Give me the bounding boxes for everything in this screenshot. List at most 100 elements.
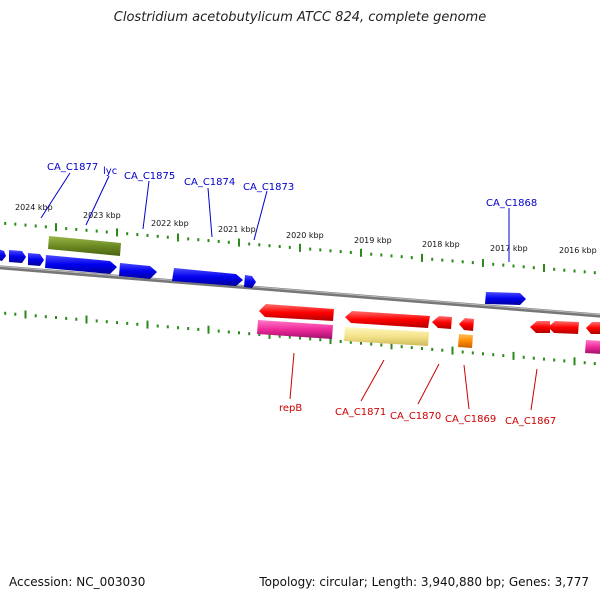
scale-tick-minor xyxy=(451,259,454,263)
scale-tick-minor xyxy=(268,244,271,248)
scale-tick-minor xyxy=(75,317,78,321)
scale-tick-minor xyxy=(55,316,57,319)
scale-tick-minor xyxy=(471,261,474,265)
scale-tick-minor xyxy=(522,355,525,359)
scale-tick-minor xyxy=(461,260,464,264)
reverse-genes xyxy=(257,304,600,354)
scale-tick-minor xyxy=(370,252,373,256)
forward-label-leaders xyxy=(40,172,510,262)
gene-arrow-reverse[interactable] xyxy=(259,304,334,321)
scale-tick-minor xyxy=(512,264,515,268)
gene-block-reverse-pink[interactable] xyxy=(585,340,600,354)
scale-tick-minor xyxy=(288,335,291,339)
scale-tick-major xyxy=(360,248,362,257)
scale-tick-minor xyxy=(339,250,342,254)
genome-backbone xyxy=(0,265,600,318)
scale-tick-minor xyxy=(461,350,464,354)
gene-arrow-forward[interactable] xyxy=(119,263,157,279)
gene-block-reverse-yellow[interactable] xyxy=(344,327,429,346)
gene-label-ca-c1869[interactable]: CA_C1869 xyxy=(445,414,496,425)
scale-tick-minor xyxy=(217,329,220,333)
genome-backbone-highlight xyxy=(0,265,600,316)
gene-label-ca-c1871[interactable]: CA_C1871 xyxy=(335,407,386,418)
scale-tick-minor xyxy=(502,263,505,267)
gene-arrow-forward[interactable] xyxy=(172,268,243,286)
scale-tick-minor xyxy=(583,361,586,365)
scale-tick-minor xyxy=(583,270,586,274)
gene-arrow-forward[interactable] xyxy=(244,275,256,288)
scale-tick-minor xyxy=(4,311,7,315)
gene-arrow-forward[interactable] xyxy=(9,250,26,263)
scale-label: 2018 kbp xyxy=(422,240,460,249)
gene-block-reverse-orange[interactable] xyxy=(458,334,473,348)
scale-tick-minor xyxy=(492,353,495,357)
gene-label-ca-c1867[interactable]: CA_C1867 xyxy=(505,416,556,427)
scale-tick-minor xyxy=(309,247,312,251)
scale-ticks-inner xyxy=(4,310,596,366)
forward-genes xyxy=(0,236,526,305)
gene-arrow-reverse[interactable] xyxy=(432,316,452,329)
scale-tick-minor xyxy=(227,240,230,244)
gene-arrow-reverse[interactable] xyxy=(459,318,474,331)
accession-text: Accession: NC_003030 xyxy=(9,575,146,589)
gene-arrow-reverse[interactable] xyxy=(345,311,430,328)
scale-tick-major xyxy=(482,259,484,267)
gene-arrow-forward[interactable] xyxy=(28,253,44,266)
gene-label-ca-c1870[interactable]: CA_C1870 xyxy=(390,411,441,422)
scale-tick-minor xyxy=(502,354,505,358)
gene-arrow-reverse[interactable] xyxy=(530,321,550,333)
gene-arrow-forward[interactable] xyxy=(45,255,117,274)
scale-tick-minor xyxy=(156,324,159,328)
scale-ticks-outer xyxy=(4,221,596,275)
scale-tick-minor xyxy=(410,346,413,350)
scale-tick-minor xyxy=(227,330,230,334)
gene-label-repb[interactable]: repB xyxy=(279,403,302,414)
scale-tick-major xyxy=(543,264,545,272)
scale-tick-minor xyxy=(217,239,220,243)
gene-label-ca-c1874[interactable]: CA_C1874 xyxy=(184,177,235,188)
gene-label-ca-c1875[interactable]: CA_C1875 xyxy=(124,171,175,182)
scale-tick-minor xyxy=(593,271,596,275)
scale-tick-minor xyxy=(299,336,301,340)
scale-tick-minor xyxy=(34,314,37,318)
scale-tick-major xyxy=(573,357,576,366)
scale-tick-minor xyxy=(238,331,240,335)
scale-tick-minor xyxy=(400,345,403,349)
gene-label-ca-c1873[interactable]: CA_C1873 xyxy=(243,182,294,193)
scale-tick-minor xyxy=(400,255,403,259)
gene-label-ca-c1877[interactable]: CA_C1877 xyxy=(47,162,98,173)
scale-tick-major xyxy=(207,325,210,334)
gene-arrow-forward[interactable] xyxy=(485,292,526,305)
scale-tick-major xyxy=(55,223,57,232)
scale-tick-minor xyxy=(410,256,413,260)
gene-block-reverse-pink[interactable] xyxy=(257,320,333,339)
scale-tick-minor xyxy=(248,242,251,246)
scale-tick-major xyxy=(116,228,118,237)
gene-arrow-forward[interactable] xyxy=(0,249,6,261)
scale-tick-minor xyxy=(563,359,566,363)
gene-label-ca-c1868[interactable]: CA_C1868 xyxy=(486,198,537,209)
scale-tick-minor xyxy=(421,347,423,350)
scale-tick-major xyxy=(390,341,393,350)
scale-tick-minor xyxy=(207,239,210,243)
gene-block-forward-olive[interactable] xyxy=(48,236,121,256)
reverse-label-leaders xyxy=(289,352,538,411)
map-title: Clostridium acetobutylicum ATCC 824, com… xyxy=(113,10,487,25)
scale-tick-minor xyxy=(75,227,78,231)
scale-tick-minor xyxy=(319,248,322,252)
scale-tick-minor xyxy=(553,267,556,271)
scale-tick-minor xyxy=(14,222,17,226)
scale-tick-minor xyxy=(441,348,444,352)
gene-arrow-reverse[interactable] xyxy=(586,322,600,334)
scale-label: 2023 kbp xyxy=(83,211,121,220)
scale-tick-minor xyxy=(126,321,129,325)
scale-tick-minor xyxy=(258,243,261,247)
scale-tick-major xyxy=(512,351,515,360)
scale-label: 2019 kbp xyxy=(354,236,392,245)
scale-tick-minor xyxy=(248,332,251,336)
gene-label-lyc[interactable]: lyc xyxy=(103,166,117,177)
scale-tick-minor xyxy=(34,224,37,228)
scale-tick-minor xyxy=(441,258,444,262)
scale-tick-minor xyxy=(349,251,352,254)
gene-arrow-reverse[interactable] xyxy=(548,321,579,334)
